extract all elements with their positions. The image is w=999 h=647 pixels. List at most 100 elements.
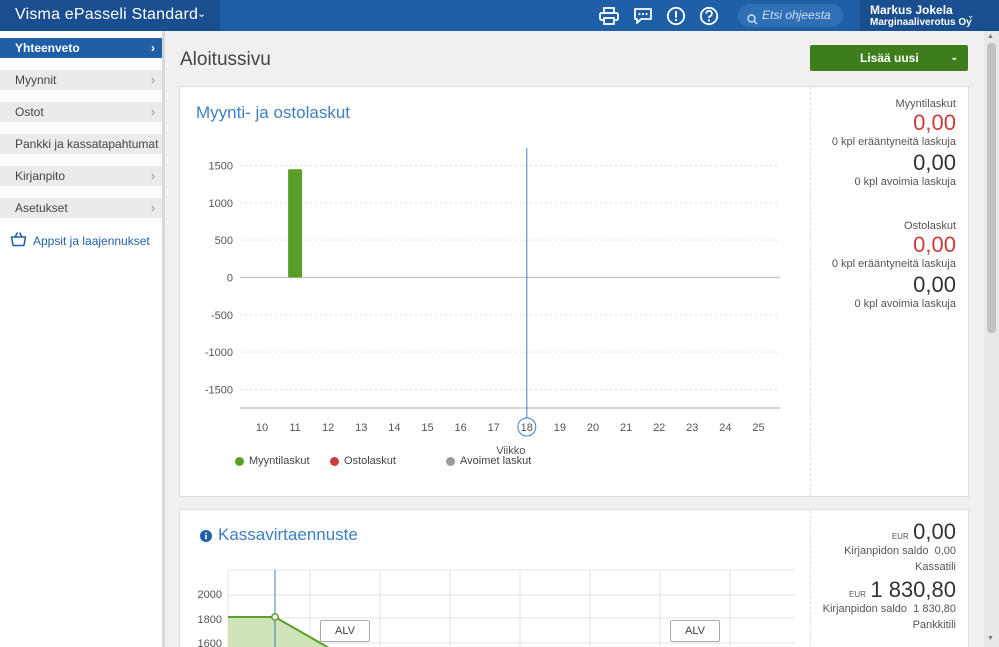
cash-value[interactable]: 0,00	[913, 519, 956, 544]
sidebar-item-ostot[interactable]: Ostot ›	[0, 102, 162, 122]
y-tick-label: 500	[215, 235, 233, 247]
chevron-right-icon: ›	[151, 105, 155, 119]
chevron-right-icon: ›	[151, 169, 155, 183]
sidebar-item-label: Pankki ja kassatapahtumat	[15, 137, 159, 151]
account-name: Pankkitili	[912, 619, 956, 631]
sidebar-item-label: Kirjanpito	[15, 169, 66, 183]
cash-summary: EUR 0,00 Kirjanpidon saldo 0,00 Kassatil…	[844, 519, 956, 573]
sidebar-item-label: Ostot	[15, 105, 44, 119]
legend-item-purchases[interactable]: Ostolaskut	[330, 455, 396, 467]
sales-open-value[interactable]: 0,00	[913, 150, 956, 175]
scroll-thumb[interactable]	[987, 43, 996, 333]
sidebar-item-kirjanpito[interactable]: Kirjanpito ›	[0, 166, 162, 186]
x-tick-label: 25	[752, 422, 764, 434]
user-menu[interactable]: Markus Jokela Marginaaliverotus Oy ⌄	[860, 0, 999, 31]
account-name: Kassatili	[915, 561, 956, 573]
sidebar-item-label: Yhteenveto	[15, 41, 80, 55]
alv-marker[interactable]: ALV	[670, 620, 720, 642]
book-balance-value: 0,00	[934, 545, 956, 557]
card-divider	[810, 510, 811, 647]
x-tick-label: 14	[388, 422, 400, 434]
sales-overdue-value[interactable]: 0,00	[913, 110, 956, 135]
x-tick-label: 17	[488, 422, 500, 434]
x-tick-label: 21	[620, 422, 632, 434]
sidebar-item-pankki[interactable]: Pankki ja kassatapahtumat ›	[0, 134, 162, 154]
x-tick-label: 18	[521, 422, 533, 434]
card-title: Myynti- ja ostolaskut	[196, 103, 350, 122]
sidebar: Yhteenveto › Myynnit › Ostot › Pankki ja…	[0, 31, 165, 647]
legend-label: Ostolaskut	[344, 455, 396, 467]
x-tick-label: 11	[289, 422, 300, 434]
x-tick-label: 20	[587, 422, 599, 434]
invoices-chart: 1500 1000 500 0 -500 -1000 -1500 10 11 12 13 14 15 16…	[205, 148, 780, 457]
currency-label: EUR	[849, 590, 866, 599]
chevron-right-icon: ›	[151, 73, 155, 87]
sales-summary: Myyntilaskut 0,00 0 kpl erääntyneitä las…	[832, 98, 956, 188]
print-icon[interactable]	[598, 5, 620, 27]
page-scrollbar[interactable]: ▲ ▼	[984, 31, 999, 647]
top-bar: Visma ePasseli Standard ⌄ Etsi ohjeesta …	[0, 0, 999, 31]
search-input[interactable]: Etsi ohjeesta	[738, 4, 843, 27]
purchases-open-text: 0 kpl avoimia laskuja	[854, 298, 957, 310]
currency-label: EUR	[891, 532, 909, 541]
legend-item-open[interactable]: Avoimet laskut	[446, 455, 531, 467]
help-icon[interactable]	[698, 5, 720, 27]
legend-item-sales[interactable]: Myyntilaskut	[235, 455, 310, 467]
invoices-card: Myynti- ja ostolaskut 1500 1000 500 0 -500 -1…	[179, 86, 969, 497]
current-week-marker	[517, 417, 537, 437]
purchases-open-value[interactable]: 0,00	[913, 272, 956, 297]
y-tick-label: 1500	[209, 161, 233, 173]
info-icon[interactable]	[200, 529, 212, 547]
book-balance-label: Kirjanpidon saldo	[822, 603, 908, 615]
sidebar-item-myynnit[interactable]: Myynnit ›	[0, 70, 162, 90]
y-tick: 1800	[197, 614, 222, 626]
user-company: Marginaaliverotus Oy	[870, 17, 972, 28]
y-tick-label: -1500	[205, 385, 233, 397]
chevron-down-icon: ⌄	[950, 52, 958, 62]
app-switcher[interactable]: Visma ePasseli Standard ⌄	[0, 0, 220, 31]
y-tick-label: 0	[227, 273, 233, 285]
bank-summary: EUR 1 830,80 Kirjanpidon saldo 1 830,80 …	[823, 577, 956, 631]
chat-icon[interactable]	[632, 5, 654, 27]
sales-overdue-text: 0 kpl erääntyneitä laskuja	[831, 136, 956, 148]
app-title: Visma ePasseli Standard	[15, 6, 199, 23]
x-tick-label: 13	[355, 422, 367, 434]
y-tick-label: -500	[211, 310, 233, 322]
y-tick: 1600	[197, 638, 222, 647]
legend-dot	[330, 456, 339, 466]
purchases-overdue-value[interactable]: 0,00	[913, 232, 956, 257]
purchases-overdue-text: 0 kpl erääntyneitä laskuja	[831, 258, 956, 270]
apps-link[interactable]: Appsit ja laajennukset	[10, 231, 150, 250]
add-new-button[interactable]: Lisää uusi ⌄	[810, 45, 968, 71]
sales-open-text: 0 kpl avoimia laskuja	[854, 176, 957, 188]
bank-value[interactable]: 1 830,80	[870, 577, 956, 602]
card-title: Kassavirtaennuste	[218, 525, 358, 544]
chevron-down-icon: ⌄	[197, 8, 207, 20]
alv-marker[interactable]: ALV	[320, 620, 370, 642]
page-title: Aloitussivu	[180, 49, 271, 70]
card-divider	[810, 87, 811, 496]
y-tick: 2000	[197, 589, 222, 601]
x-tick-label: 12	[322, 422, 334, 434]
add-new-label: Lisää uusi	[860, 51, 919, 65]
sidebar-item-yhteenveto[interactable]: Yhteenveto ›	[0, 38, 162, 58]
x-tick-label: 23	[686, 422, 698, 434]
sales-label: Myyntilaskut	[895, 98, 956, 110]
sidebar-item-asetukset[interactable]: Asetukset ›	[0, 198, 162, 218]
x-axis-title: Viikko	[496, 445, 525, 457]
legend-label: Myyntilaskut	[249, 455, 310, 467]
user-name: Markus Jokela	[870, 3, 953, 17]
legend-label: Avoimet laskut	[460, 455, 532, 467]
x-tick-label: 15	[421, 422, 433, 434]
search-placeholder: Etsi ohjeesta	[762, 8, 831, 22]
legend-dot	[235, 456, 244, 466]
x-tick-label: 24	[719, 422, 731, 434]
x-tick-label: 16	[454, 422, 466, 434]
alert-icon[interactable]	[665, 5, 687, 27]
purchases-summary: Ostolaskut 0,00 0 kpl erääntyneitä lasku…	[832, 220, 956, 310]
scroll-down-icon[interactable]: ▼	[987, 635, 994, 642]
scroll-up-icon[interactable]: ▲	[987, 33, 994, 40]
chevron-right-icon: ›	[151, 41, 155, 55]
y-tick-label: -1000	[205, 347, 233, 359]
x-tick-label: 22	[653, 422, 665, 434]
